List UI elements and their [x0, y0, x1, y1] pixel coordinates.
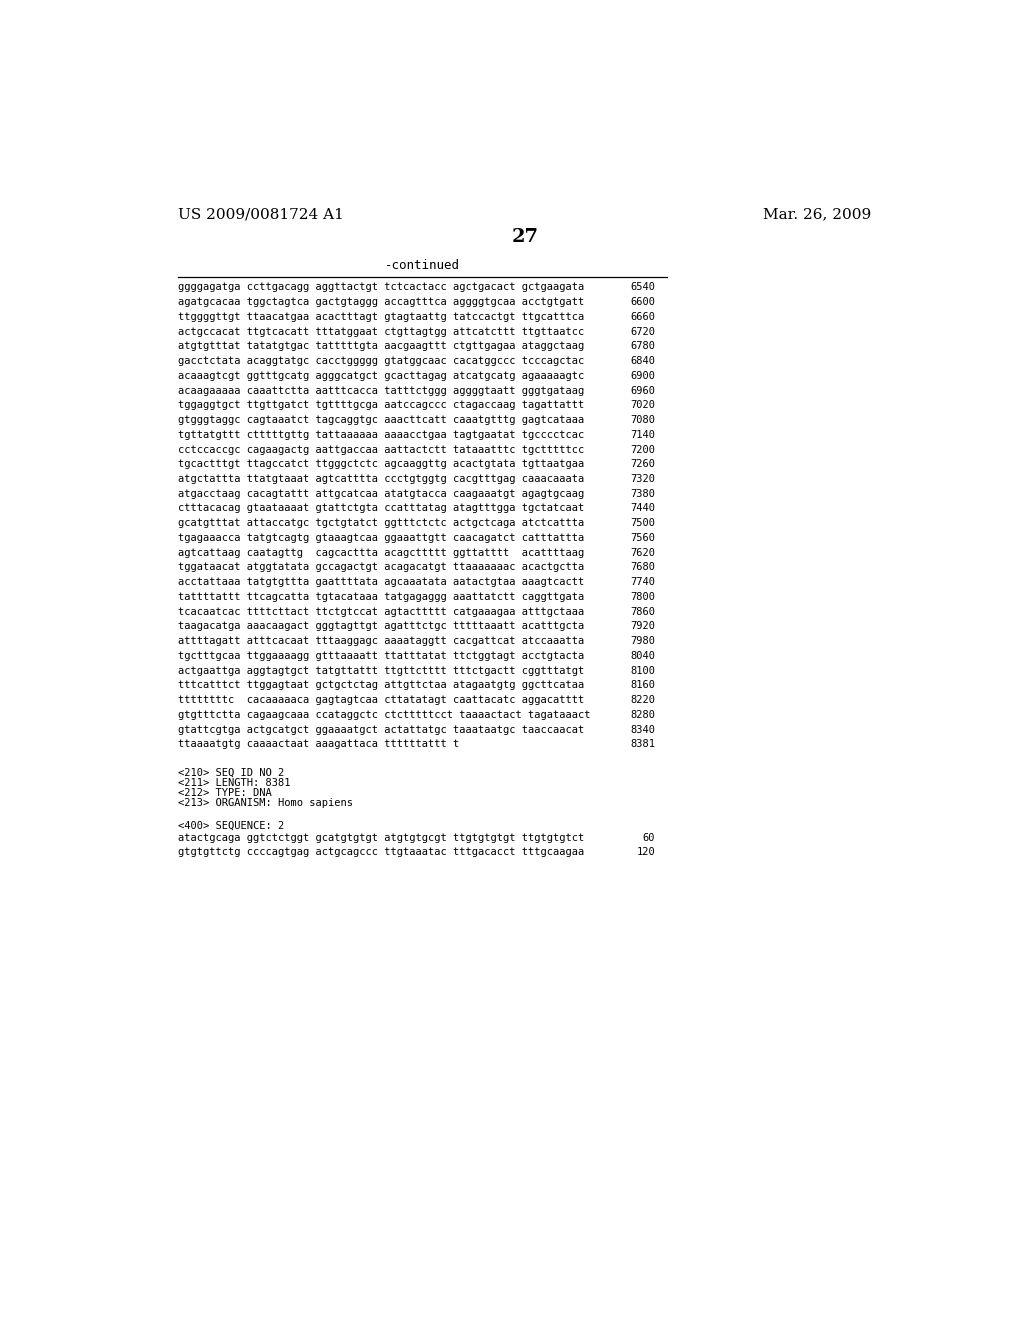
- Text: actgaattga aggtagtgct tatgttattt ttgttctttt tttctgactt cggtttatgt: actgaattga aggtagtgct tatgttattt ttgttct…: [178, 665, 585, 676]
- Text: 7800: 7800: [630, 591, 655, 602]
- Text: 60: 60: [642, 833, 655, 842]
- Text: 27: 27: [511, 227, 539, 246]
- Text: atgacctaag cacagtattt attgcatcaa atatgtacca caagaaatgt agagtgcaag: atgacctaag cacagtattt attgcatcaa atatgta…: [178, 488, 585, 499]
- Text: attttagatt atttcacaat tttaaggagc aaaataggtt cacgattcat atccaaatta: attttagatt atttcacaat tttaaggagc aaaatag…: [178, 636, 585, 645]
- Text: tgttatgttt ctttttgttg tattaaaaaa aaaacctgaa tagtgaatat tgcccctcac: tgttatgttt ctttttgttg tattaaaaaa aaaacct…: [178, 430, 585, 440]
- Text: gtgggtaggc cagtaaatct tagcaggtgc aaacttcatt caaatgtttg gagtcataaa: gtgggtaggc cagtaaatct tagcaggtgc aaacttc…: [178, 414, 585, 425]
- Text: 7260: 7260: [630, 459, 655, 469]
- Text: tggaggtgct ttgttgatct tgttttgcga aatccagccc ctagaccaag tagattattt: tggaggtgct ttgttgatct tgttttgcga aatccag…: [178, 400, 585, 411]
- Text: 7140: 7140: [630, 430, 655, 440]
- Text: 8100: 8100: [630, 665, 655, 676]
- Text: 7200: 7200: [630, 445, 655, 454]
- Text: agtcattaag caatagttg  cagcacttta acagcttttt ggttatttt  acattttaag: agtcattaag caatagttg cagcacttta acagcttt…: [178, 548, 585, 557]
- Text: 8220: 8220: [630, 696, 655, 705]
- Text: 7620: 7620: [630, 548, 655, 557]
- Text: agatgcacaa tggctagtca gactgtaggg accagtttca aggggtgcaa acctgtgatt: agatgcacaa tggctagtca gactgtaggg accagtt…: [178, 297, 585, 308]
- Text: -continued: -continued: [385, 259, 460, 272]
- Text: 6960: 6960: [630, 385, 655, 396]
- Text: 8280: 8280: [630, 710, 655, 719]
- Text: 7920: 7920: [630, 622, 655, 631]
- Text: gcatgtttat attaccatgc tgctgtatct ggtttctctc actgctcaga atctcattta: gcatgtttat attaccatgc tgctgtatct ggtttct…: [178, 519, 585, 528]
- Text: 7500: 7500: [630, 519, 655, 528]
- Text: 7320: 7320: [630, 474, 655, 484]
- Text: ggggagatga ccttgacagg aggttactgt tctcactacc agctgacact gctgaagata: ggggagatga ccttgacagg aggttactgt tctcact…: [178, 282, 585, 293]
- Text: 6540: 6540: [630, 282, 655, 293]
- Text: <400> SEQUENCE: 2: <400> SEQUENCE: 2: [178, 820, 285, 830]
- Text: 7740: 7740: [630, 577, 655, 587]
- Text: tattttattt ttcagcatta tgtacataaa tatgagaggg aaattatctt caggttgata: tattttattt ttcagcatta tgtacataaa tatgaga…: [178, 591, 585, 602]
- Text: acctattaaa tatgtgttta gaattttata agcaaatata aatactgtaa aaagtcactt: acctattaaa tatgtgttta gaattttata agcaaat…: [178, 577, 585, 587]
- Text: Mar. 26, 2009: Mar. 26, 2009: [763, 207, 871, 222]
- Text: ttaaaatgtg caaaactaat aaagattaca ttttttattt t: ttaaaatgtg caaaactaat aaagattaca tttttta…: [178, 739, 460, 750]
- Text: 8040: 8040: [630, 651, 655, 661]
- Text: cctccaccgc cagaagactg aattgaccaa aattactctt tataaatttc tgctttttcc: cctccaccgc cagaagactg aattgaccaa aattact…: [178, 445, 585, 454]
- Text: 120: 120: [636, 847, 655, 857]
- Text: 8340: 8340: [630, 725, 655, 734]
- Text: 7020: 7020: [630, 400, 655, 411]
- Text: acaagaaaaa caaattctta aatttcacca tatttctggg aggggtaatt gggtgataag: acaagaaaaa caaattctta aatttcacca tatttct…: [178, 385, 585, 396]
- Text: 6780: 6780: [630, 342, 655, 351]
- Text: tggataacat atggtatata gccagactgt acagacatgt ttaaaaaaac acactgctta: tggataacat atggtatata gccagactgt acagaca…: [178, 562, 585, 573]
- Text: <211> LENGTH: 8381: <211> LENGTH: 8381: [178, 777, 291, 788]
- Text: tttcatttct ttggagtaat gctgctctag attgttctaa atagaatgtg ggcttcataa: tttcatttct ttggagtaat gctgctctag attgttc…: [178, 680, 585, 690]
- Text: 8381: 8381: [630, 739, 655, 750]
- Text: atactgcaga ggtctctggt gcatgtgtgt atgtgtgcgt ttgtgtgtgt ttgtgtgtct: atactgcaga ggtctctggt gcatgtgtgt atgtgtg…: [178, 833, 585, 842]
- Text: actgccacat ttgtcacatt tttatggaat ctgttagtgg attcatcttt ttgttaatcc: actgccacat ttgtcacatt tttatggaat ctgttag…: [178, 326, 585, 337]
- Text: gtgtttctta cagaagcaaa ccataggctc ctctttttcct taaaactact tagataaact: gtgtttctta cagaagcaaa ccataggctc ctctttt…: [178, 710, 591, 719]
- Text: tcacaatcac ttttcttact ttctgtccat agtacttttt catgaaagaa atttgctaaa: tcacaatcac ttttcttact ttctgtccat agtactt…: [178, 607, 585, 616]
- Text: <213> ORGANISM: Homo sapiens: <213> ORGANISM: Homo sapiens: [178, 797, 353, 808]
- Text: 7440: 7440: [630, 503, 655, 513]
- Text: <212> TYPE: DNA: <212> TYPE: DNA: [178, 788, 272, 797]
- Text: 6900: 6900: [630, 371, 655, 381]
- Text: taagacatga aaacaagact gggtagttgt agatttctgc tttttaaatt acatttgcta: taagacatga aaacaagact gggtagttgt agatttc…: [178, 622, 585, 631]
- Text: tgcactttgt ttagccatct ttgggctctc agcaaggttg acactgtata tgttaatgaa: tgcactttgt ttagccatct ttgggctctc agcaagg…: [178, 459, 585, 469]
- Text: atgtgtttat tatatgtgac tatttttgta aacgaagttt ctgttgagaa ataggctaag: atgtgtttat tatatgtgac tatttttgta aacgaag…: [178, 342, 585, 351]
- Text: 7860: 7860: [630, 607, 655, 616]
- Text: acaaagtcgt ggtttgcatg agggcatgct gcacttagag atcatgcatg agaaaaagtc: acaaagtcgt ggtttgcatg agggcatgct gcactta…: [178, 371, 585, 381]
- Text: gacctctata acaggtatgc cacctggggg gtatggcaac cacatggccc tcccagctac: gacctctata acaggtatgc cacctggggg gtatggc…: [178, 356, 585, 366]
- Text: gtattcgtga actgcatgct ggaaaatgct actattatgc taaataatgc taaccaacat: gtattcgtga actgcatgct ggaaaatgct actatta…: [178, 725, 585, 734]
- Text: 7380: 7380: [630, 488, 655, 499]
- Text: 6720: 6720: [630, 326, 655, 337]
- Text: 8160: 8160: [630, 680, 655, 690]
- Text: <210> SEQ ID NO 2: <210> SEQ ID NO 2: [178, 768, 285, 777]
- Text: gtgtgttctg ccccagtgag actgcagccc ttgtaaatac tttgacacct tttgcaagaa: gtgtgttctg ccccagtgag actgcagccc ttgtaaa…: [178, 847, 585, 857]
- Text: tgctttgcaa ttggaaaagg gtttaaaatt ttatttatat ttctggtagt acctgtacta: tgctttgcaa ttggaaaagg gtttaaaatt ttattta…: [178, 651, 585, 661]
- Text: tgagaaacca tatgtcagtg gtaaagtcaa ggaaattgtt caacagatct catttattta: tgagaaacca tatgtcagtg gtaaagtcaa ggaaatt…: [178, 533, 585, 543]
- Text: atgctattta ttatgtaaat agtcatttta ccctgtggtg cacgtttgag caaacaaata: atgctattta ttatgtaaat agtcatttta ccctgtg…: [178, 474, 585, 484]
- Text: 7560: 7560: [630, 533, 655, 543]
- Text: ttggggttgt ttaacatgaa acactttagt gtagtaattg tatccactgt ttgcatttca: ttggggttgt ttaacatgaa acactttagt gtagtaa…: [178, 312, 585, 322]
- Text: ttttttttc  cacaaaaaca gagtagtcaa cttatatagt caattacatc aggacatttt: ttttttttc cacaaaaaca gagtagtcaa cttatata…: [178, 696, 585, 705]
- Text: 6600: 6600: [630, 297, 655, 308]
- Text: US 2009/0081724 A1: US 2009/0081724 A1: [178, 207, 344, 222]
- Text: ctttacacag gtaataaaat gtattctgta ccatttatag atagtttgga tgctatcaat: ctttacacag gtaataaaat gtattctgta ccattta…: [178, 503, 585, 513]
- Text: 7080: 7080: [630, 414, 655, 425]
- Text: 6840: 6840: [630, 356, 655, 366]
- Text: 7680: 7680: [630, 562, 655, 573]
- Text: 6660: 6660: [630, 312, 655, 322]
- Text: 7980: 7980: [630, 636, 655, 645]
